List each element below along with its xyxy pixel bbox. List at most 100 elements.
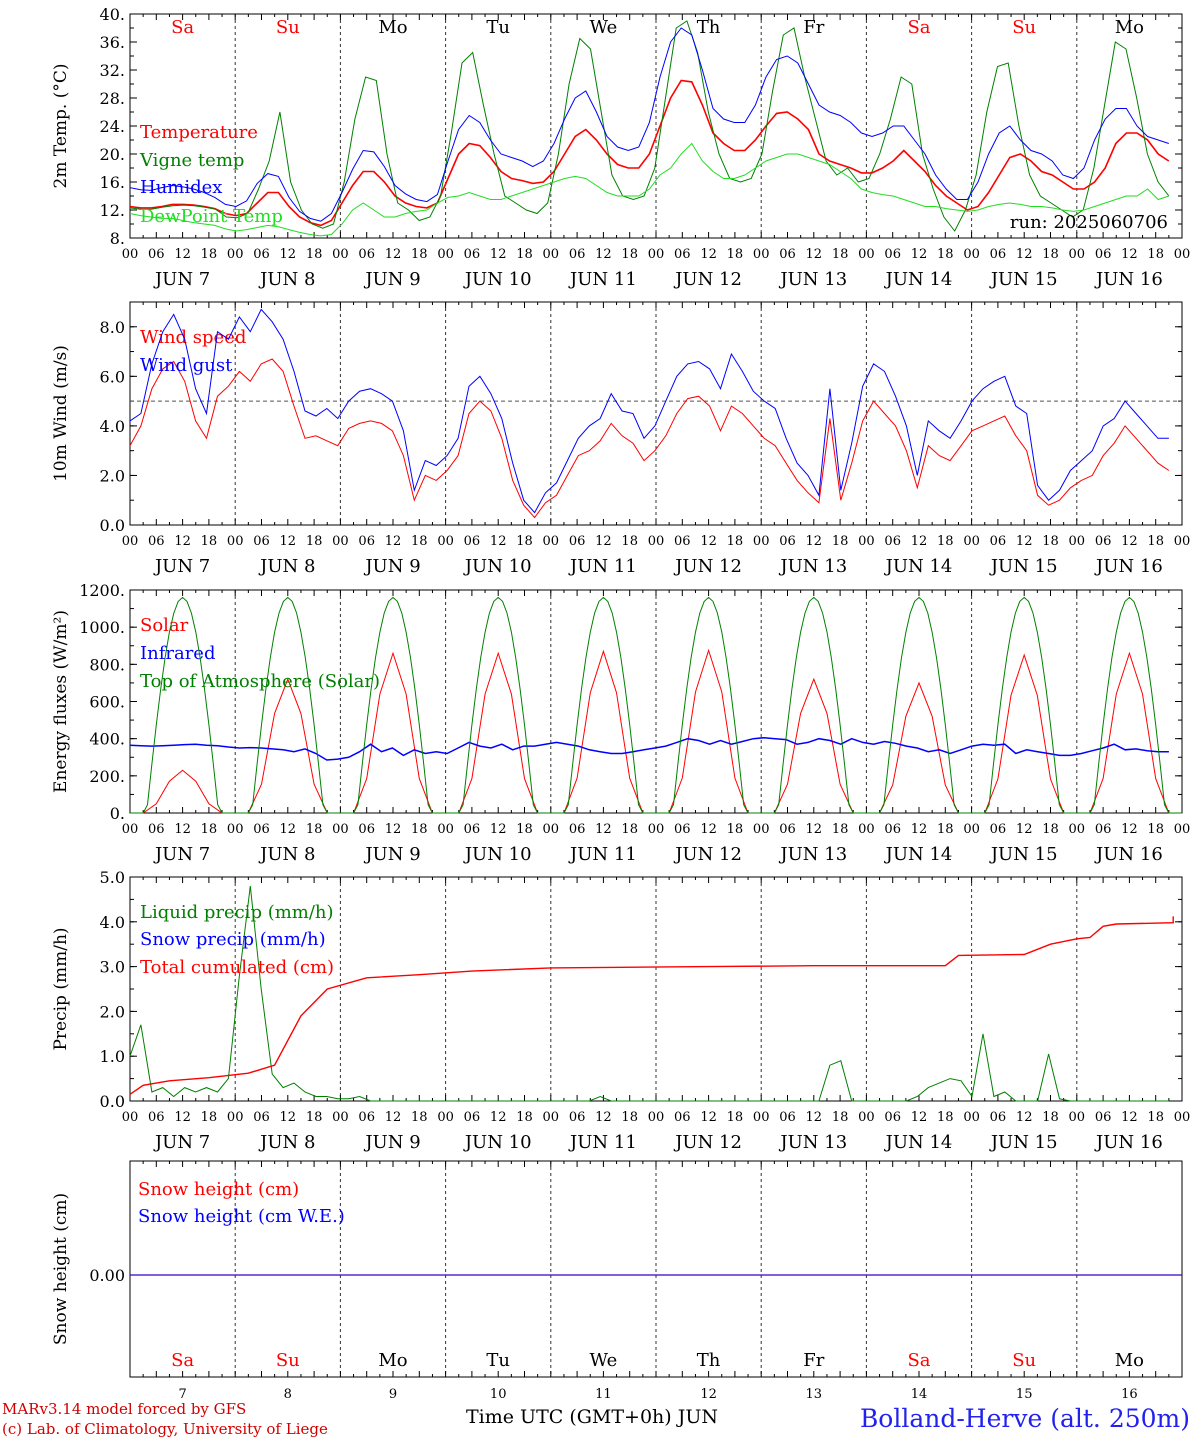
legend-entry: Snow height (cm): [138, 1179, 299, 1200]
hour-label: 06: [569, 247, 586, 262]
date-label: JUN 16: [1094, 556, 1163, 577]
hour-label: 12: [1016, 1110, 1033, 1125]
panel-snow: 0.00 Snow height (cm) Snow height (cm) Snow…: [51, 1160, 1183, 1378]
weekday-label-top: Su: [1012, 17, 1036, 38]
hour-label: 06: [253, 247, 270, 262]
hour-label: 00: [963, 534, 980, 549]
legend-entry: Liquid precip (mm/h): [140, 902, 334, 923]
weekday-label-top: Sa: [171, 17, 194, 38]
date-label: JUN 15: [989, 1132, 1058, 1153]
series-line-total-cumulated-cm-: [129, 916, 1174, 1095]
hour-label: 00: [963, 247, 980, 262]
hour-label: 00: [648, 247, 665, 262]
hour-label: 00: [753, 247, 770, 262]
date-label: JUN 10: [463, 844, 532, 865]
date-label: JUN 13: [778, 844, 847, 865]
weekday-label-bottom: Sa: [171, 1350, 194, 1371]
weekday-label-bottom: Mo: [1115, 1350, 1144, 1371]
hour-label: 12: [1016, 534, 1033, 549]
hour-label: 18: [621, 534, 638, 549]
hour-label: 06: [779, 822, 796, 837]
y-tick-label: 0.0: [100, 516, 125, 535]
y-tick-label: 32.: [100, 61, 125, 80]
hour-label: 18: [832, 822, 849, 837]
hour-label: 00: [227, 822, 244, 837]
hour-label: 18: [306, 822, 323, 837]
day-number: 9: [389, 1387, 397, 1402]
hour-label: 18: [516, 822, 533, 837]
model-credit: MARv3.14 model forced by GFS: [2, 1400, 246, 1418]
weekday-label-bottom: Su: [1012, 1350, 1036, 1371]
series-line-top-of-atmosphere-solar-: [130, 596, 1182, 814]
hour-label: 06: [464, 822, 481, 837]
hour-label: 18: [516, 534, 533, 549]
hour-label: 06: [884, 1110, 901, 1125]
hour-label: 00: [227, 1110, 244, 1125]
hour-label: 06: [1095, 534, 1112, 549]
legend-entry: Snow height (cm W.E.): [138, 1206, 345, 1227]
hour-label: 06: [674, 247, 691, 262]
hour-label: 12: [280, 822, 297, 837]
hour-label: 00: [1174, 822, 1191, 837]
hour-label: 18: [516, 247, 533, 262]
hour-label: 18: [621, 822, 638, 837]
hour-label: 12: [700, 822, 717, 837]
y-tick-label: 2.0: [100, 466, 125, 485]
hour-label: 18: [306, 1110, 323, 1125]
hour-label: 18: [832, 247, 849, 262]
hour-label: 18: [937, 822, 954, 837]
hour-label: 12: [700, 247, 717, 262]
hour-label: 18: [937, 247, 954, 262]
y-tick-label: 40.: [100, 5, 125, 24]
weekday-label-top: Sa: [907, 17, 930, 38]
hour-label: 06: [990, 247, 1007, 262]
series-line-dewpoint-temp: [129, 142, 1169, 237]
date-label: JUN 10: [463, 269, 532, 290]
date-label: JUN 8: [258, 269, 315, 290]
y-tick-label: 400.: [89, 730, 125, 749]
hour-label: 18: [306, 247, 323, 262]
y-tick-label: 3.0: [100, 958, 125, 977]
hour-label: 06: [464, 1110, 481, 1125]
weekday-label-top: Tu: [486, 17, 510, 38]
date-label: JUN 7: [153, 556, 210, 577]
y-tick-label: 4.0: [100, 417, 125, 436]
hour-label: 06: [674, 1110, 691, 1125]
y-tick-label: 1200.: [79, 581, 125, 600]
hour-label: 00: [753, 534, 770, 549]
date-label: JUN 11: [568, 1132, 637, 1153]
legend-entry: Humidex: [140, 177, 222, 198]
hour-label: 06: [253, 822, 270, 837]
hour-label: 00: [437, 822, 454, 837]
hour-label: 18: [937, 534, 954, 549]
hour-label: 18: [727, 534, 744, 549]
hour-label: 00: [437, 247, 454, 262]
hour-label: 00: [648, 534, 665, 549]
hour-label: 06: [990, 822, 1007, 837]
hour-label: 12: [806, 822, 823, 837]
hour-label: 12: [911, 534, 928, 549]
day-number: 11: [595, 1387, 612, 1402]
hour-label: 06: [148, 822, 165, 837]
hour-label: 12: [385, 822, 402, 837]
hour-label: 18: [727, 822, 744, 837]
date-label: JUN 14: [884, 556, 953, 577]
hour-label: 18: [411, 822, 428, 837]
y-tick-label: 0.: [110, 804, 125, 823]
hour-label: 12: [911, 1110, 928, 1125]
hour-label: 00: [332, 247, 349, 262]
hour-label: 00: [543, 247, 560, 262]
day-number: 15: [1016, 1387, 1033, 1402]
hour-label: 18: [727, 1110, 744, 1125]
hour-label: 00: [437, 1110, 454, 1125]
hour-label: 06: [674, 534, 691, 549]
hour-label: 18: [201, 534, 218, 549]
legend-entry: Wind speed: [140, 327, 246, 348]
series-line-wind-gust: [129, 308, 1169, 514]
weekday-label-bottom: Th: [697, 1350, 721, 1371]
hour-label: 18: [306, 534, 323, 549]
hour-label: 12: [700, 1110, 717, 1125]
hour-label: 12: [280, 1110, 297, 1125]
y-tick-label: 12.: [100, 201, 125, 220]
hour-label: 06: [148, 247, 165, 262]
